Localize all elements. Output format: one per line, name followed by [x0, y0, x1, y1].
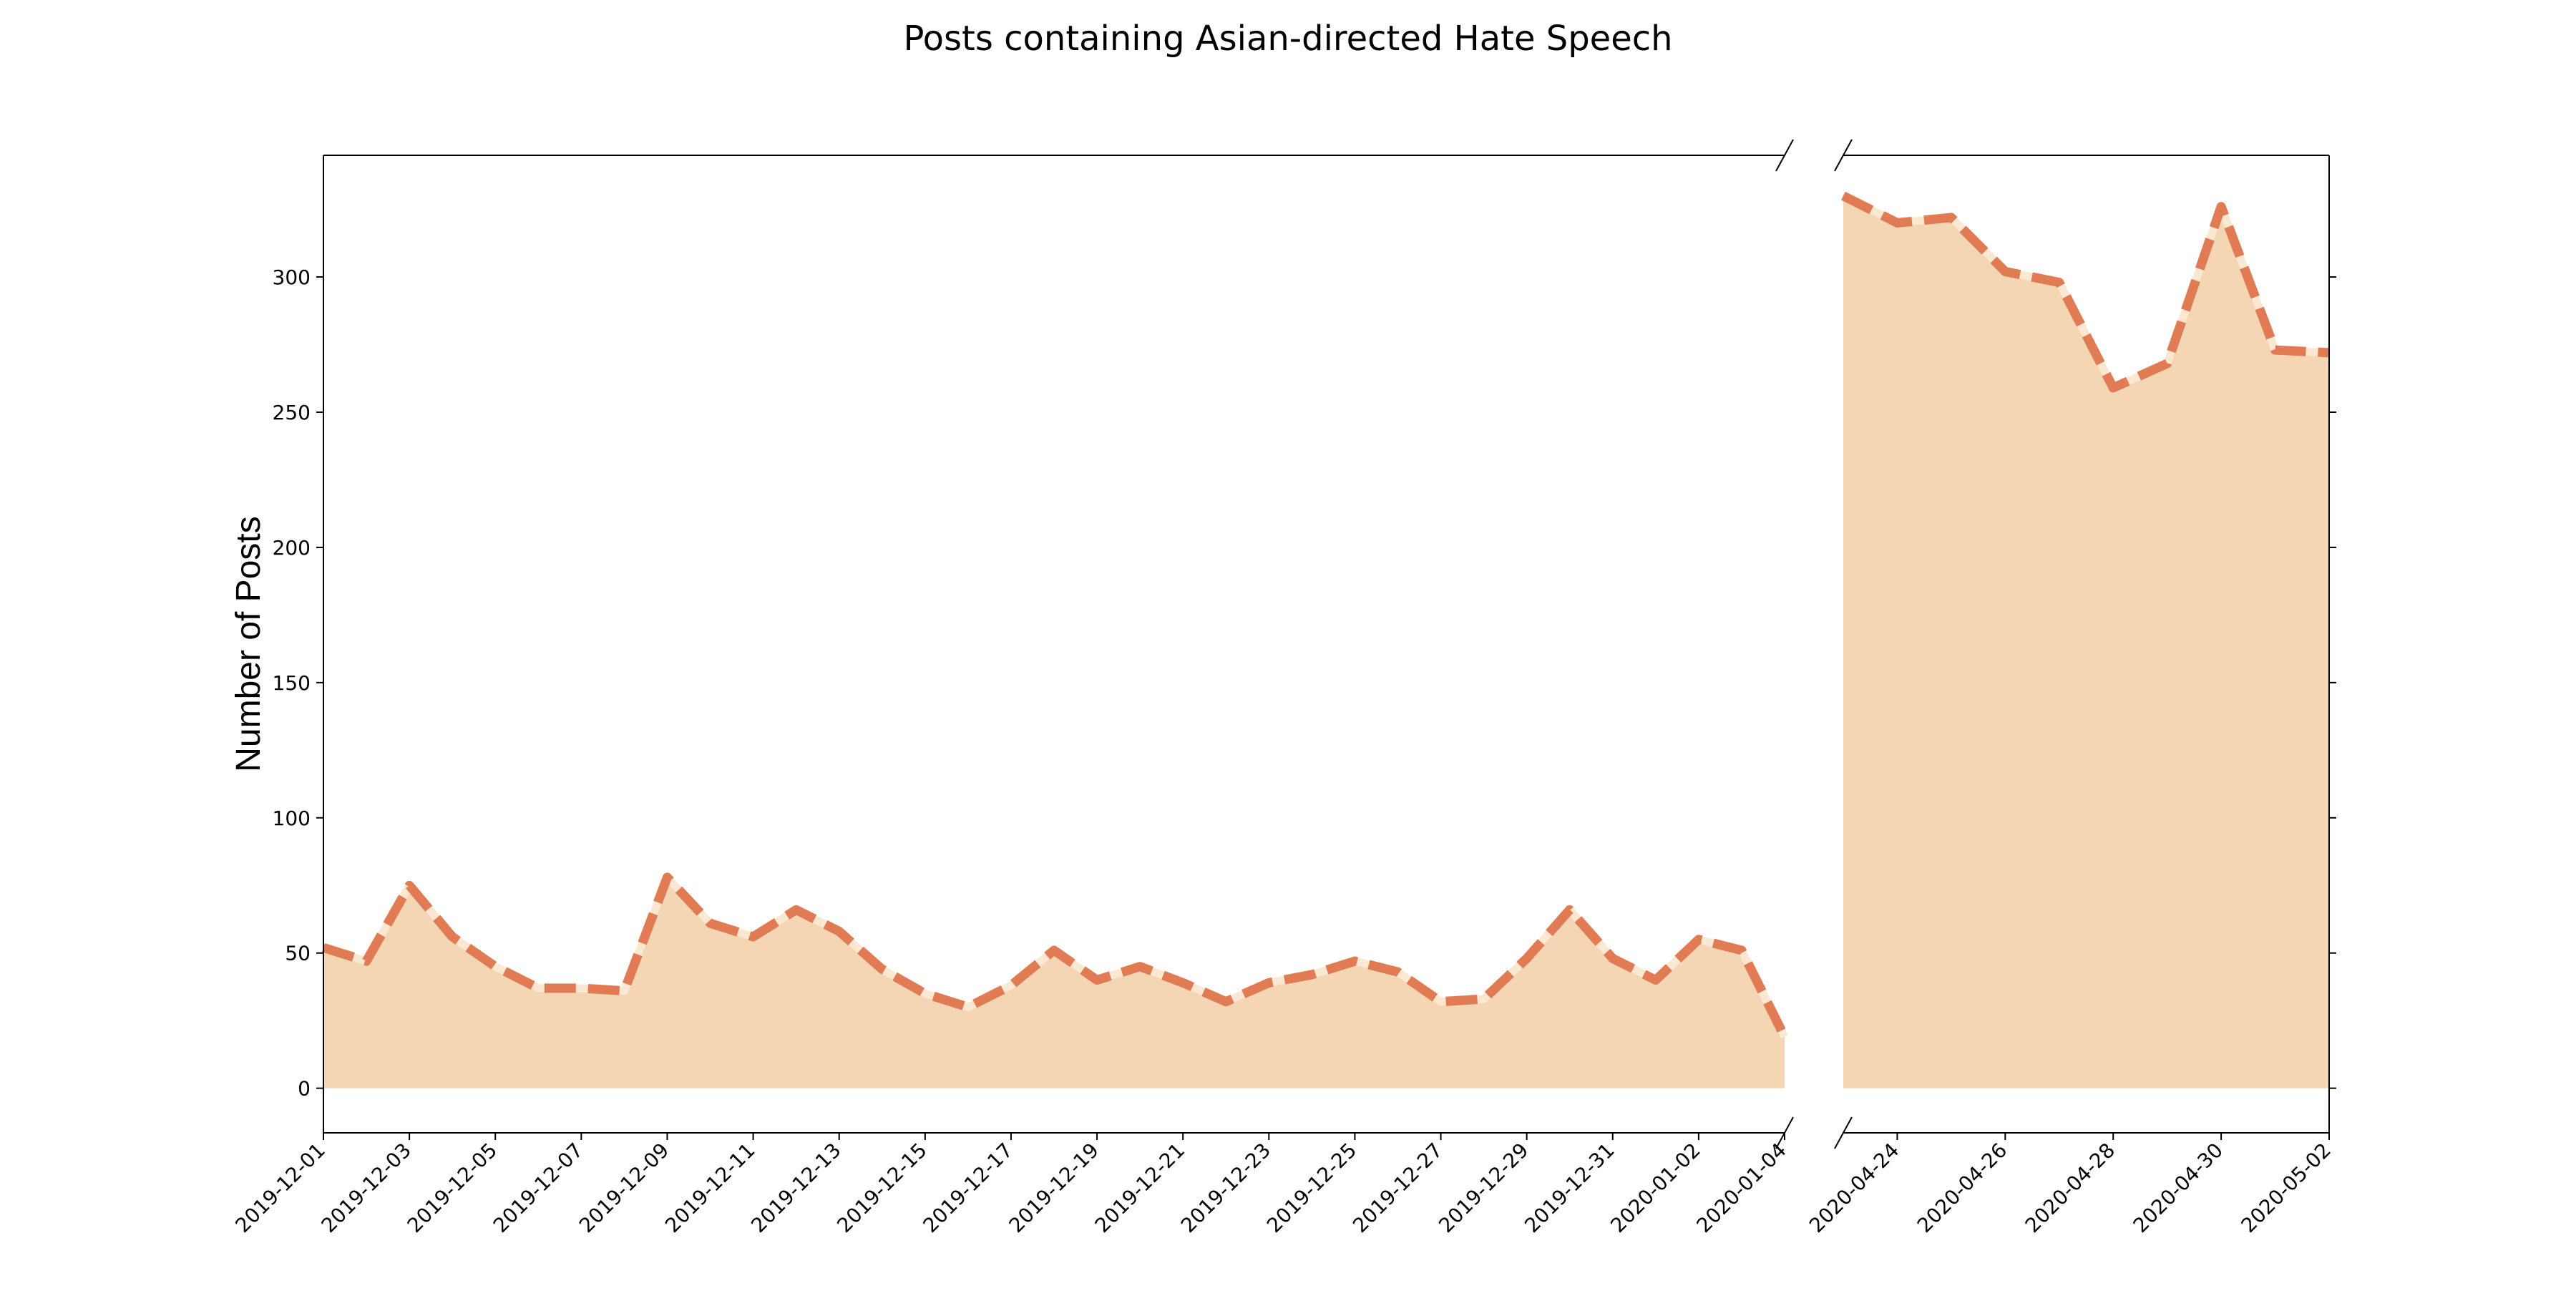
- plot-panels: 0501001502002503002019-12-012019-12-0320…: [231, 139, 2336, 1237]
- data-point: [366, 960, 367, 962]
- data-point: [1655, 980, 1657, 981]
- data-point: [666, 877, 668, 878]
- axis-break-mark: [1775, 139, 1794, 172]
- x-tick-label: 2019-12-21: [1091, 1139, 1189, 1237]
- x-tick-label: 2020-04-24: [1805, 1139, 1903, 1237]
- data-point: [1526, 958, 1528, 959]
- x-tick-label: 2020-04-28: [2021, 1139, 2119, 1237]
- x-tick-label: 2020-01-02: [1606, 1139, 1704, 1237]
- x-tick-label: 2019-12-23: [1176, 1139, 1275, 1237]
- data-point: [1741, 950, 1742, 951]
- series-line: [322, 872, 1789, 1039]
- x-tick-label: 2019-12-01: [231, 1139, 330, 1237]
- data-point: [580, 988, 582, 989]
- axis-break-mark: [1834, 139, 1853, 172]
- data-point: [1225, 1001, 1226, 1003]
- data-point: [1182, 982, 1184, 983]
- x-tick-label: 2019-12-13: [746, 1139, 845, 1237]
- axis-break-mark: [1775, 1116, 1794, 1149]
- data-point: [2275, 349, 2276, 351]
- data-point: [1784, 1036, 1785, 1038]
- x-tick-label: 2020-04-30: [2129, 1139, 2228, 1237]
- area-fill: [1843, 195, 2329, 1088]
- axis-break-mark: [1834, 1116, 1853, 1149]
- data-point: [452, 936, 453, 937]
- y-tick-label: 100: [273, 807, 311, 830]
- data-point: [1440, 1001, 1442, 1003]
- data-point: [1397, 971, 1398, 973]
- x-tick-label: 2019-12-15: [832, 1139, 931, 1237]
- y-tick-label: 200: [273, 536, 311, 560]
- data-point: [409, 885, 410, 886]
- data-point: [2167, 363, 2168, 364]
- x-tick-label: 2019-12-03: [317, 1139, 416, 1237]
- panel-2: 2020-04-24 2020-04-26 2020-04-28 2020-04-30…: [1805, 155, 2336, 1237]
- x-tick-label: 2019-12-05: [403, 1139, 502, 1237]
- data-point: [967, 1006, 969, 1008]
- y-axis-label: Number of Posts: [230, 516, 268, 771]
- data-point: [1896, 222, 1898, 223]
- data-point: [623, 990, 625, 992]
- x-tick-label: 2019-12-19: [1005, 1139, 1103, 1237]
- data-point: [1843, 195, 1844, 197]
- data-point: [1483, 998, 1485, 1000]
- data-point: [1569, 909, 1571, 910]
- data-point: [537, 988, 539, 989]
- y-tick-label: 300: [273, 265, 311, 289]
- data-point: [1268, 982, 1269, 983]
- data-point: [1698, 939, 1699, 940]
- data-point: [710, 922, 711, 924]
- data-point: [2220, 206, 2222, 208]
- x-tick-label: 2020-04-26: [1913, 1139, 2011, 1237]
- y-tick-label: 250: [273, 401, 311, 424]
- x-tick-label: 2019-12-07: [489, 1139, 587, 1237]
- data-point: [1096, 980, 1098, 981]
- x-tick-label: 2019-12-27: [1348, 1139, 1447, 1237]
- data-point: [2112, 387, 2114, 389]
- y-tick-label: 150: [273, 671, 311, 695]
- data-point: [839, 930, 840, 932]
- chart-title: Posts containing Asian-directed Hate Spe…: [903, 19, 1672, 59]
- data-point: [2059, 282, 2060, 283]
- data-point: [924, 993, 926, 994]
- panel-1: 0501001502002503002019-12-012019-12-0320…: [231, 155, 1791, 1237]
- x-tick-label: 2019-12-11: [660, 1139, 759, 1237]
- data-point: [1612, 958, 1614, 959]
- data-point: [1139, 966, 1141, 968]
- series-line: [1841, 191, 2330, 393]
- x-tick-label: 2020-01-04: [1692, 1139, 1791, 1237]
- data-point: [1951, 217, 1952, 218]
- x-tick-label: 2019-12-29: [1434, 1139, 1533, 1237]
- data-point: [1010, 985, 1012, 986]
- data-point: [2004, 271, 2006, 272]
- data-point: [882, 968, 883, 970]
- x-tick-label: 2020-05-02: [2237, 1139, 2336, 1237]
- y-tick-label: 50: [285, 942, 311, 965]
- x-tick-label: 2019-12-31: [1520, 1139, 1619, 1237]
- data-point: [1354, 960, 1355, 962]
- data-point: [1053, 950, 1055, 951]
- y-tick-label: 0: [298, 1077, 311, 1101]
- data-point: [753, 936, 754, 937]
- x-tick-label: 2019-12-09: [575, 1139, 673, 1237]
- x-tick-label: 2019-12-25: [1262, 1139, 1361, 1237]
- data-point: [1311, 974, 1312, 975]
- data-point: [796, 909, 797, 910]
- area-fill: [323, 877, 1785, 1088]
- data-point: [494, 966, 496, 968]
- x-tick-label: 2019-12-17: [918, 1139, 1017, 1237]
